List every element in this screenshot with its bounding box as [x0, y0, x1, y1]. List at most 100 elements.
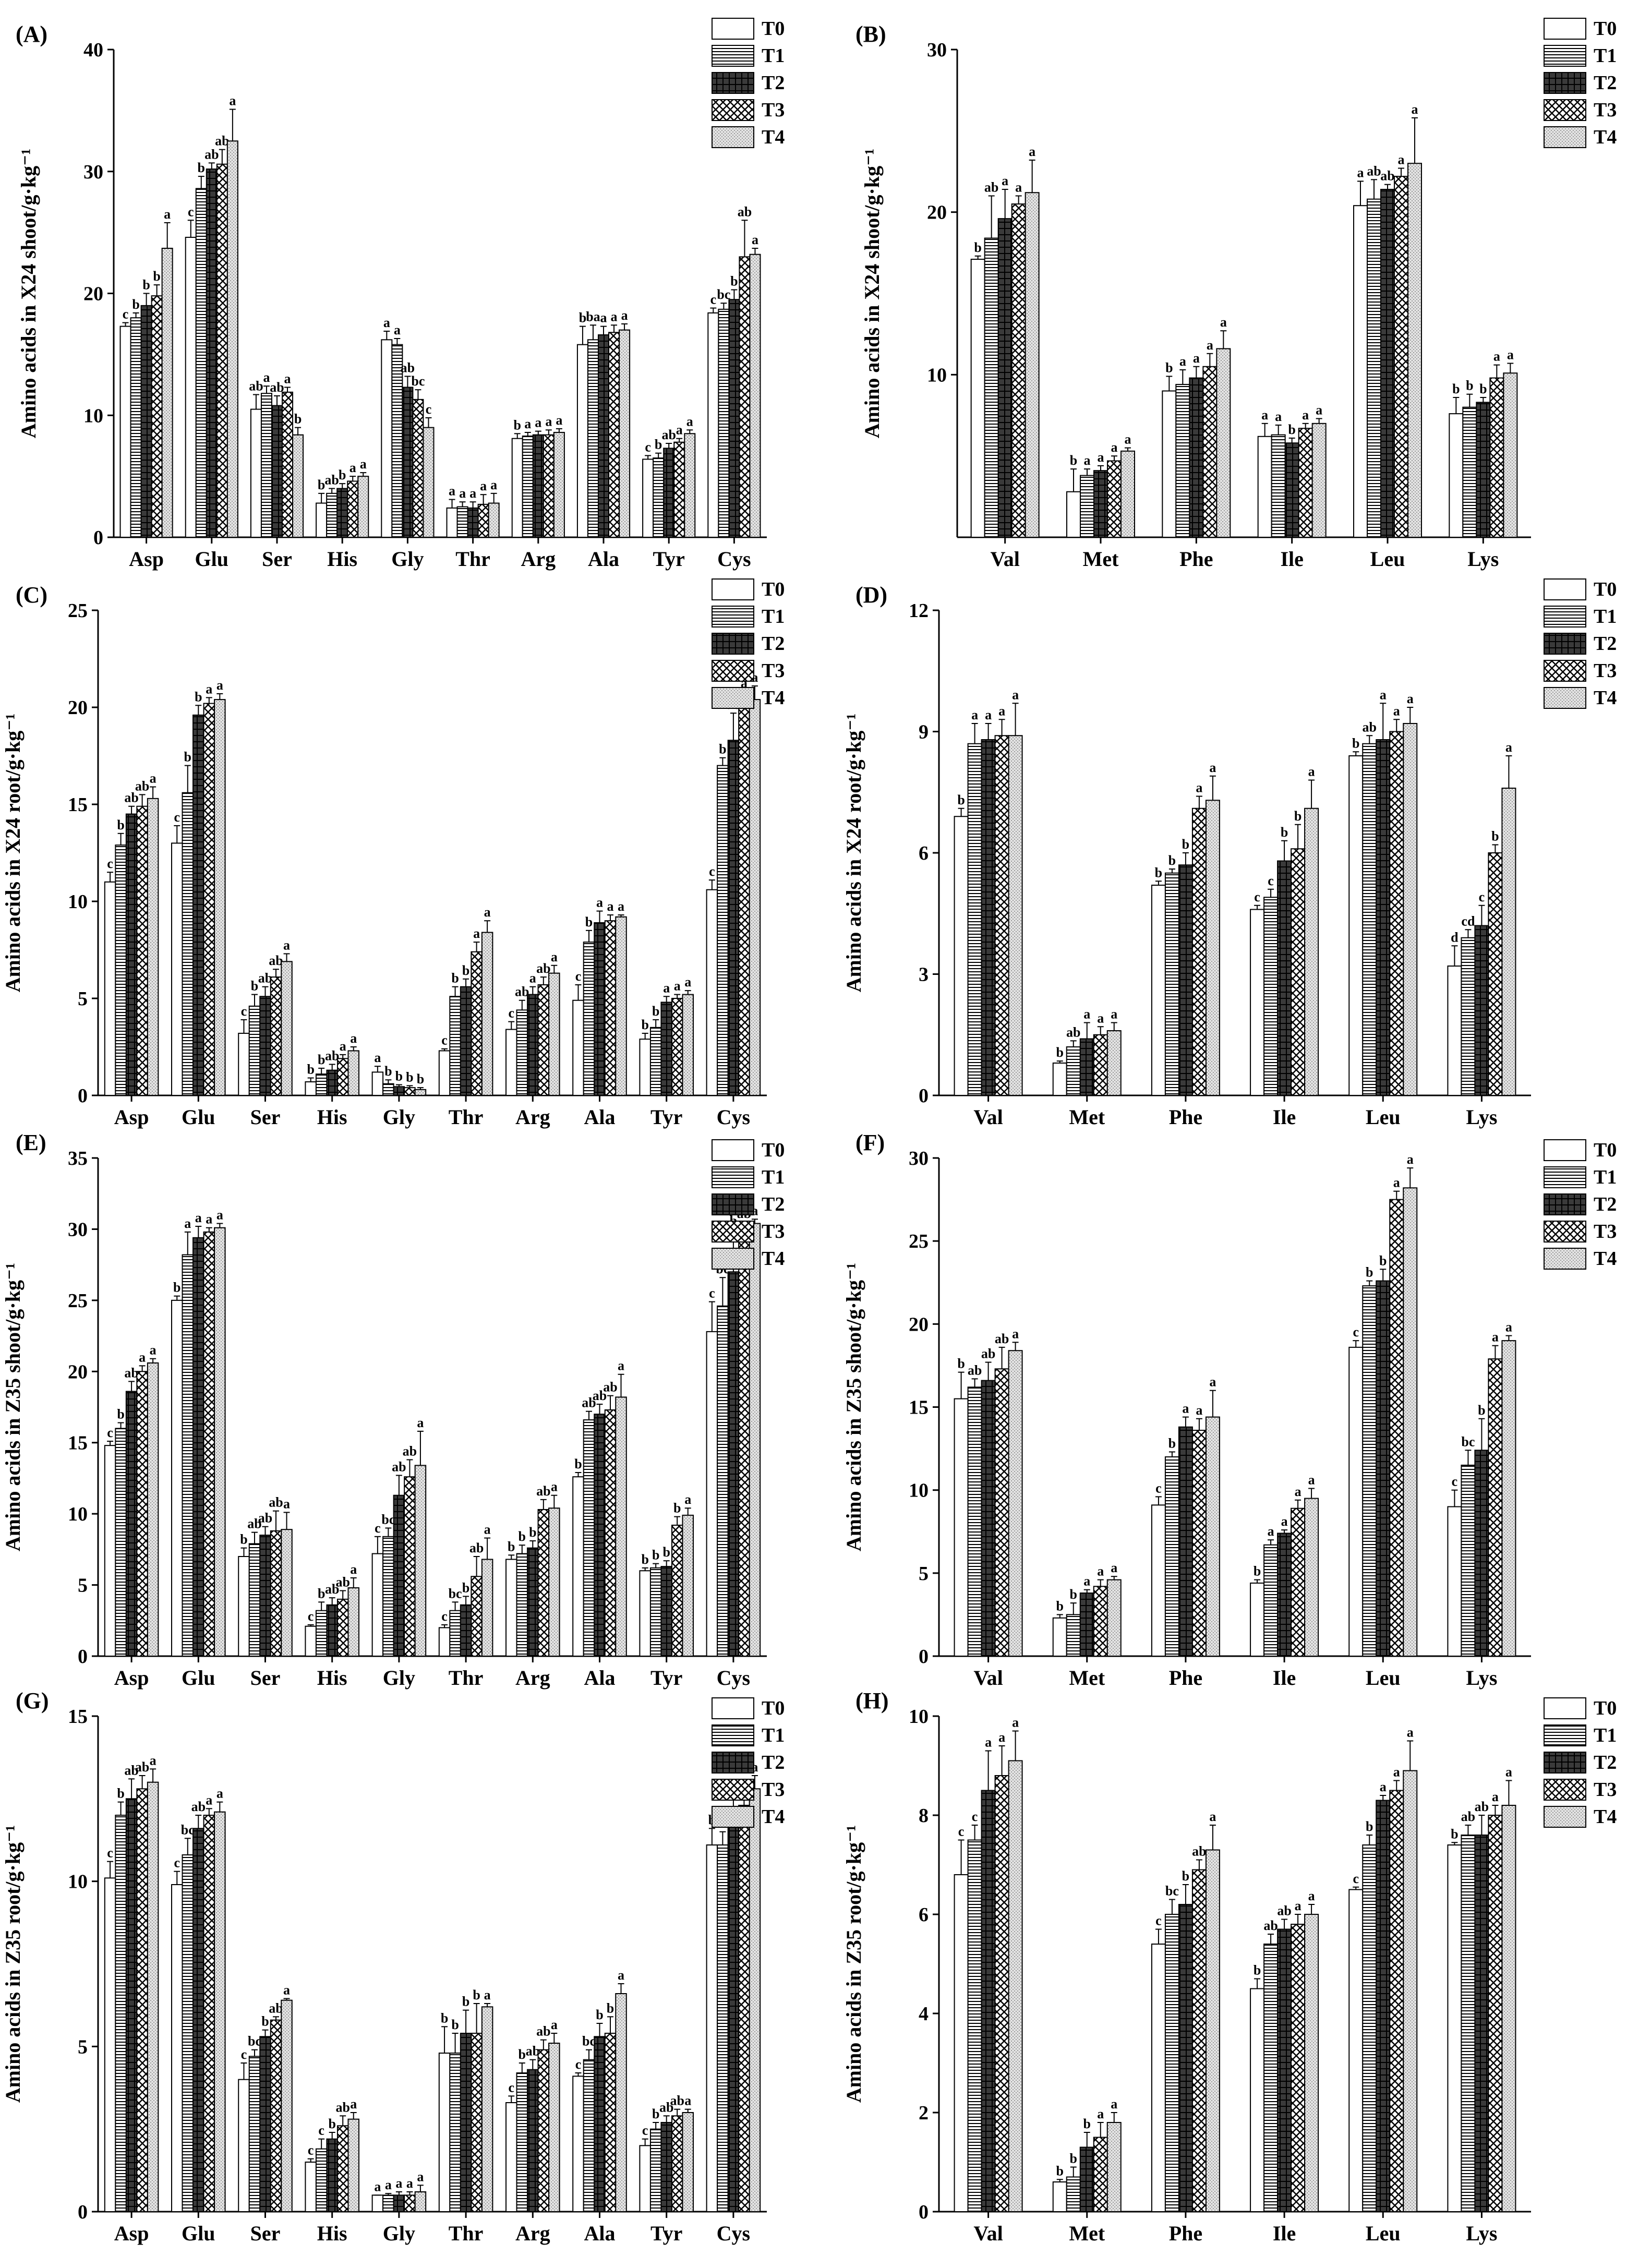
bar-t4 [414, 1089, 427, 1096]
significance-letter: a [529, 971, 536, 986]
legend-swatch-t2 [712, 633, 754, 655]
significance-letter: b [132, 297, 139, 312]
y-tick-label: 35 [68, 1148, 88, 1169]
bar-t4 [1205, 800, 1220, 1096]
significance-letter: b [251, 979, 258, 994]
significance-letter: c [441, 1609, 448, 1624]
bar-t3 [738, 1236, 750, 1657]
bar-t0 [572, 999, 584, 1096]
significance-letter: a [684, 1492, 691, 1507]
y-tick-label: 12 [909, 600, 929, 622]
x-tick-label: Val [973, 1105, 1003, 1129]
significance-letter: b [574, 1456, 582, 1471]
significance-letter: b [1083, 2116, 1091, 2131]
significance-letter: a [1125, 432, 1131, 447]
bar-t1 [1066, 1046, 1081, 1096]
significance-letter: a [1084, 453, 1091, 468]
bar-t1 [649, 1567, 662, 1657]
bar-t0 [371, 1553, 384, 1657]
legend-swatch-t1 [1544, 45, 1586, 67]
significance-letter: b [519, 1529, 526, 1544]
bar-t1 [1462, 406, 1477, 538]
legend-label: T0 [1594, 18, 1617, 40]
legend-label: T0 [1594, 578, 1617, 600]
significance-letter: a [1505, 1765, 1512, 1780]
significance-letter: a [395, 2176, 402, 2191]
bar-t4 [1120, 450, 1135, 538]
significance-letter: a [1268, 1524, 1274, 1539]
bar-t4 [749, 1223, 761, 1657]
significance-letter: c [188, 204, 194, 219]
bar-t4 [281, 1529, 293, 1657]
bar-t1 [1164, 1914, 1179, 2212]
significance-letter: a [1182, 1401, 1189, 1416]
bar-t0 [505, 2102, 517, 2212]
significance-letter: a [1220, 315, 1227, 330]
significance-letter: ab [1380, 168, 1394, 184]
y-tick-label: 2 [919, 2102, 929, 2124]
bar-t4 [414, 1465, 427, 1657]
bar-t3 [1389, 1199, 1404, 1657]
bar-t4 [1503, 372, 1518, 538]
bar-t3 [412, 399, 424, 538]
significance-letter: b [441, 2010, 448, 2025]
legend-label: T3 [1594, 660, 1617, 682]
x-tick-label: Arg [515, 2222, 550, 2245]
bar-t1 [516, 1553, 528, 1657]
significance-letter: b [957, 1356, 965, 1371]
bar-t1 [1263, 1944, 1279, 2212]
bar-t0 [305, 2162, 317, 2212]
bar-t3 [543, 434, 555, 538]
bar-t0 [576, 344, 588, 538]
bar-t0 [1447, 1844, 1462, 2212]
significance-letter: a [1308, 1888, 1315, 1903]
bar-t2 [1277, 1533, 1292, 1657]
y-tick-label: 6 [919, 1904, 929, 1926]
bar-t4 [1403, 1187, 1418, 1657]
bar-t0 [954, 1874, 969, 2212]
x-tick-label: Tyr [653, 547, 684, 571]
significance-letter: a [360, 456, 367, 472]
x-tick-label: Ala [584, 2222, 616, 2245]
significance-letter: ab [325, 1582, 339, 1597]
bar-t1 [115, 1428, 127, 1657]
bar-t1 [1461, 1835, 1476, 2212]
y-tick-label: 8 [919, 1805, 929, 1827]
y-tick-label: 5 [78, 988, 88, 1010]
bar-t2 [1284, 442, 1299, 538]
bar-t4 [481, 932, 493, 1096]
significance-letter: a [164, 207, 171, 222]
significance-letter: ab [536, 1483, 550, 1499]
significance-letter: a [663, 980, 670, 995]
significance-letter: a [283, 1496, 290, 1511]
significance-letter: c [642, 2123, 648, 2138]
significance-letter: b [730, 273, 738, 288]
bar-t0 [639, 1570, 651, 1657]
significance-letter: a [1393, 1765, 1400, 1780]
significance-letter: b [1254, 1564, 1261, 1579]
significance-letter: ab [536, 961, 550, 976]
bar-t4 [1403, 1770, 1418, 2212]
x-tick-label: Ser [262, 547, 292, 571]
bar-t4 [1106, 1030, 1122, 1096]
significance-letter: b [519, 2047, 526, 2062]
y-tick-label: 10 [927, 364, 947, 386]
bar-t2 [981, 1380, 996, 1657]
bar-t0 [1151, 1944, 1166, 2212]
bar-t0 [1257, 436, 1272, 538]
significance-letter: a [596, 895, 603, 910]
panel-g: (G) 0 5 10 15 Amino acids in Z35 root/g·kg⁻¹ A… [1, 1688, 785, 2245]
significance-letter: bc [381, 1512, 395, 1527]
y-tick-label: 25 [68, 1290, 88, 1312]
significance-letter: a [1111, 1007, 1117, 1022]
panel-h: (H) 0 2 4 6 8 10 Amino acids in Z35 root/g·kg⁻¹… [842, 1688, 1617, 2245]
significance-letter: b [1182, 837, 1189, 852]
legend-swatch-t0 [1544, 578, 1586, 600]
significance-letter: b [596, 2007, 603, 2022]
bar-t4 [214, 1811, 226, 2213]
significance-letter: b [117, 817, 124, 833]
legend-label: T2 [1594, 72, 1617, 94]
legend-swatch-t3 [1544, 99, 1586, 121]
bar-t0 [1250, 909, 1265, 1096]
bar-t1 [717, 1844, 729, 2212]
